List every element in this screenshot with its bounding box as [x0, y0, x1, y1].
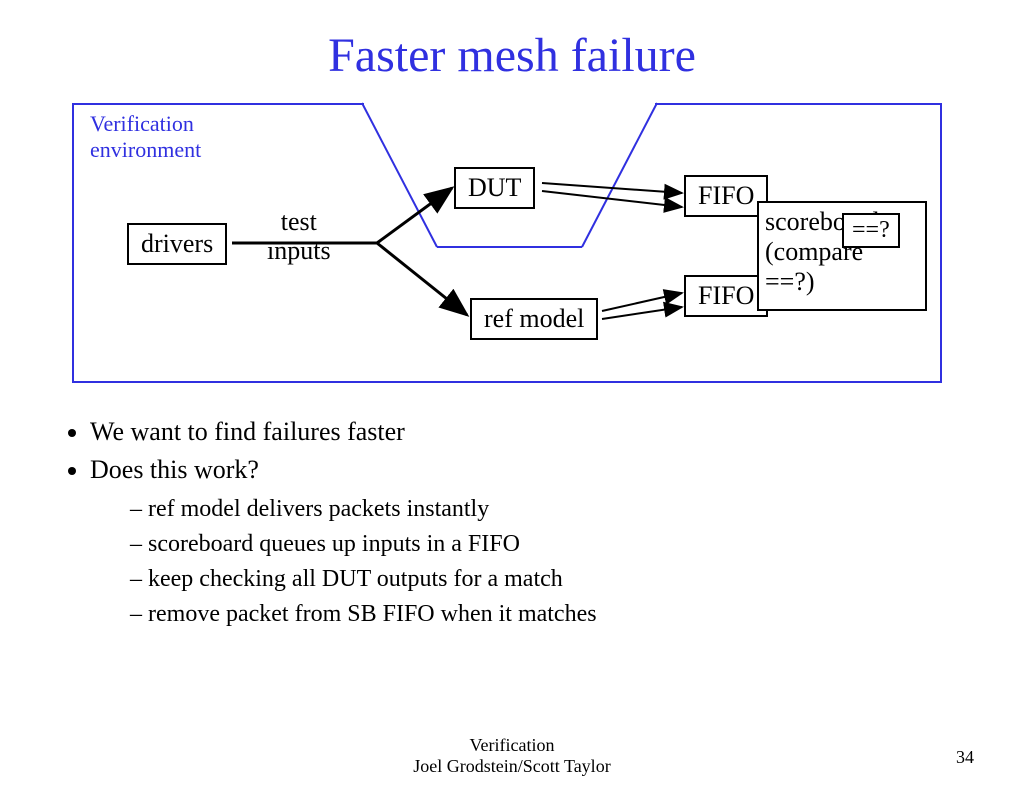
sub-bullet: scoreboard queues up inputs in a FIFO: [130, 527, 984, 562]
node-fifo-top: FIFO: [684, 175, 768, 217]
sub-bullet: keep checking all DUT outputs for a matc…: [130, 562, 984, 597]
slide-title: Faster mesh failure: [0, 28, 1024, 83]
env-label: Verification environment: [90, 111, 201, 164]
label-test-inputs: testinputs: [267, 208, 331, 265]
diagram-area: Verification environment drivers testinp…: [72, 93, 952, 393]
footer: VerificationJoel Grodstein/Scott Taylor: [0, 735, 1024, 778]
node-drivers: drivers: [127, 223, 227, 265]
node-fifo-bottom: FIFO: [684, 275, 768, 317]
bullet-1: We want to find failures faster: [90, 413, 984, 451]
page-number: 34: [956, 747, 974, 768]
node-dut: DUT: [454, 167, 535, 209]
bullet-2: Does this work? ref model delivers packe…: [90, 451, 984, 632]
sub-bullet: remove packet from SB FIFO when it match…: [130, 597, 984, 632]
bullet-list: We want to find failures faster Does thi…: [60, 413, 984, 632]
node-eq: ==?: [842, 213, 900, 248]
sub-bullet: ref model delivers packets instantly: [130, 492, 984, 527]
node-refmodel: ref model: [470, 298, 598, 340]
